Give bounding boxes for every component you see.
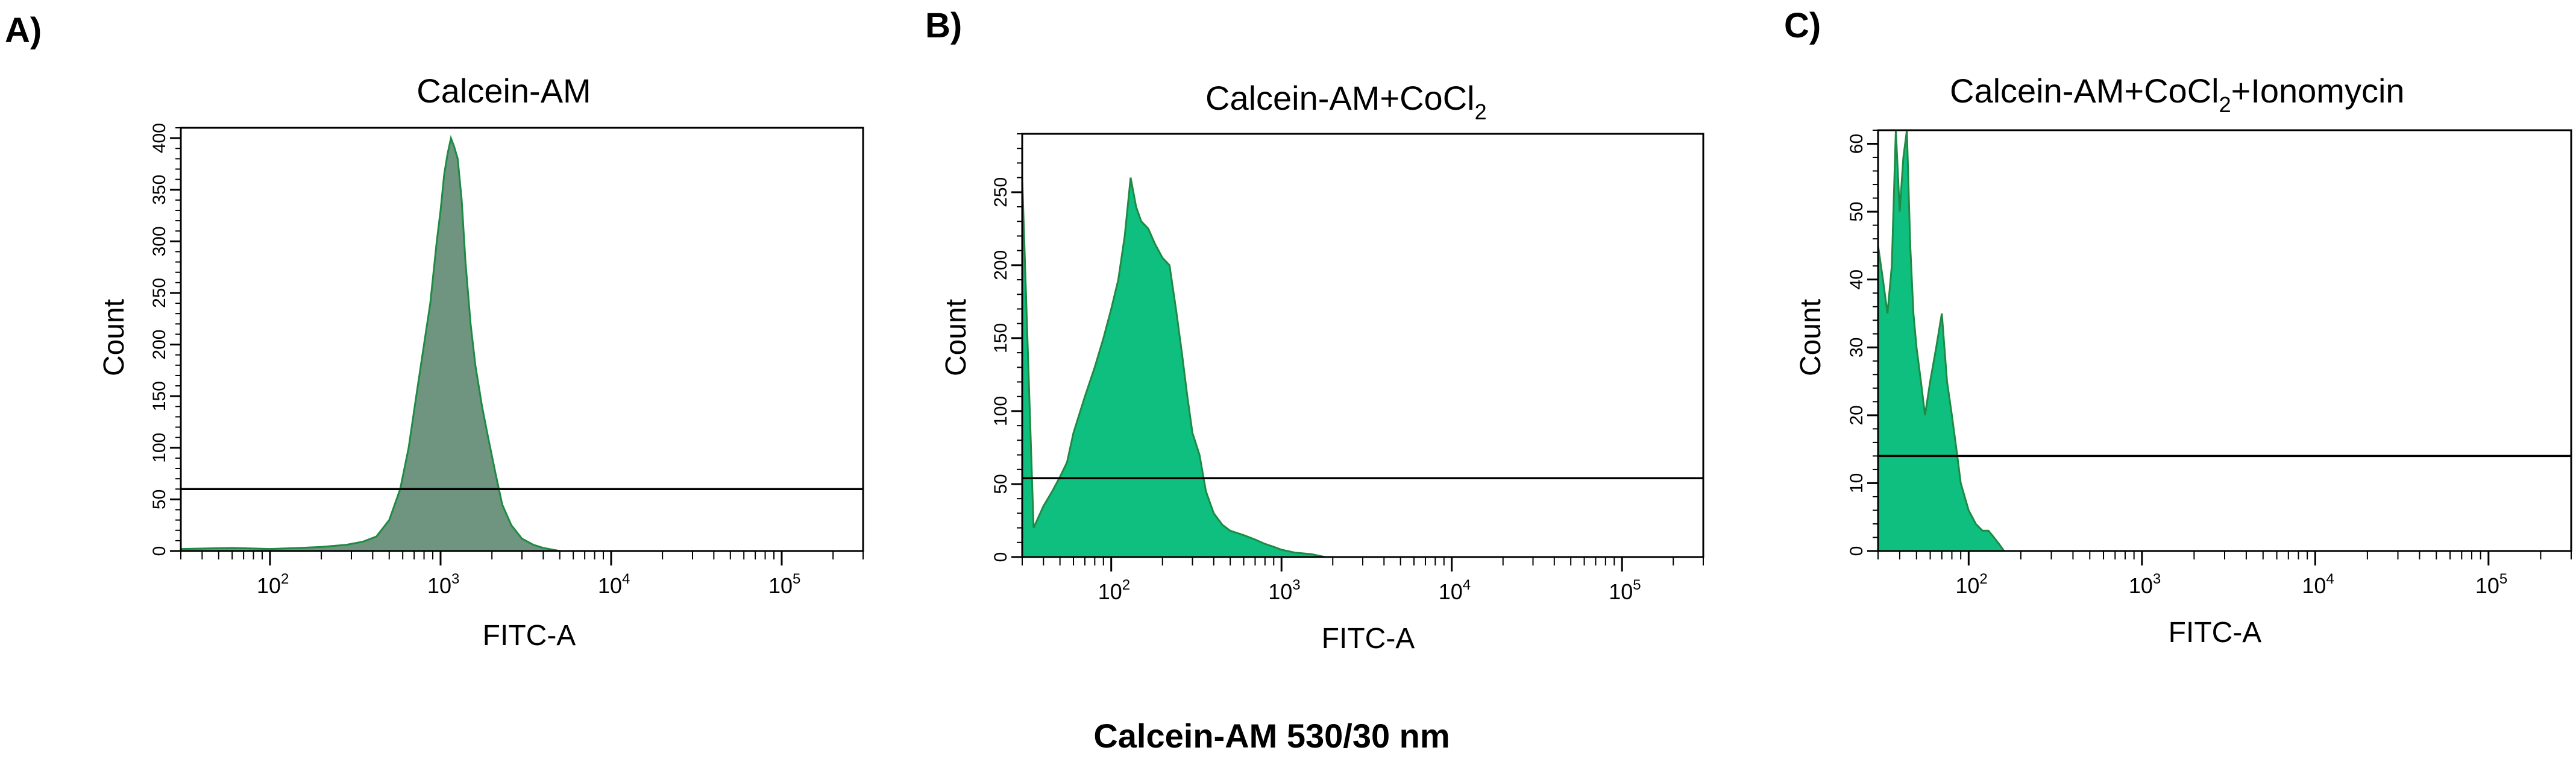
y-tick-label: 400	[149, 123, 169, 153]
x-tick-base: 10	[257, 573, 281, 598]
panel-b-label: B)	[925, 6, 962, 45]
panel-b-y-label: Count	[940, 299, 972, 376]
panel-a-title: Calcein-AM	[416, 72, 591, 110]
x-tick-label: 103	[1268, 577, 1300, 604]
panel-c-title-suffix: +Ionomycin	[2231, 72, 2405, 110]
x-tick-base: 10	[2475, 573, 2499, 598]
x-tick-base: 10	[427, 573, 451, 598]
x-tick-label: 104	[2302, 571, 2334, 598]
figure-caption: Calcein-AM 530/30 nm	[1093, 717, 1450, 755]
x-tick-base: 10	[768, 573, 793, 598]
x-tick-label: 104	[598, 571, 630, 598]
y-tick-label: 40	[1847, 269, 1867, 289]
panel-a-y-label: Count	[98, 299, 130, 376]
x-tick-label: 102	[1955, 571, 1987, 598]
x-tick-exponent: 5	[1633, 577, 1641, 593]
panel-c-y-label: Count	[1795, 299, 1827, 376]
x-tick-label: 105	[768, 571, 800, 598]
y-tick-label: 50	[1847, 201, 1867, 221]
y-tick-label: 250	[149, 278, 169, 308]
y-tick-label: 200	[991, 250, 1011, 280]
y-tick-label: 250	[991, 177, 1011, 207]
y-tick-label: 50	[991, 474, 1011, 494]
x-tick-label: 102	[1098, 577, 1130, 604]
x-tick-base: 10	[1955, 573, 1979, 598]
x-tick-exponent: 3	[451, 571, 459, 587]
y-tick-label: 100	[991, 396, 1011, 426]
x-tick-base: 10	[1268, 579, 1292, 604]
panel-c-label: C)	[1784, 6, 1821, 45]
y-tick-label: 30	[1847, 338, 1867, 357]
x-tick-exponent: 3	[2153, 571, 2161, 587]
panel-c-title-main: Calcein-AM+CoCl	[1950, 72, 2219, 110]
x-tick-label: 105	[1609, 577, 1641, 604]
y-tick-label: 50	[149, 490, 169, 509]
y-tick-label: 60	[1847, 134, 1867, 154]
x-tick-base: 10	[1439, 579, 1463, 604]
x-tick-exponent: 3	[1292, 577, 1300, 593]
y-tick-label: 20	[1847, 405, 1867, 425]
panel-a: A) Calcein-AM 0 50 100 150 200 250 300 350 400 10…	[5, 11, 864, 652]
y-tick-label: 0	[991, 552, 1011, 562]
x-tick-exponent: 5	[2499, 571, 2507, 587]
x-tick-base: 10	[2302, 573, 2326, 598]
panel-a-x-label: FITC-A	[483, 620, 576, 652]
x-tick-exponent: 4	[622, 571, 630, 587]
x-tick-label: 103	[2129, 571, 2161, 598]
x-tick-exponent: 4	[1463, 577, 1471, 593]
y-tick-label: 200	[149, 330, 169, 360]
x-tick-exponent: 5	[793, 571, 800, 587]
x-tick-exponent: 2	[1122, 577, 1130, 593]
x-tick-exponent: 2	[281, 571, 289, 587]
panel-b-title-subscript: 2	[1475, 99, 1487, 124]
x-tick-label: 105	[2475, 571, 2507, 598]
histogram-area	[1878, 130, 2005, 551]
panel-b-title: Calcein-AM+CoCl2	[1205, 79, 1487, 124]
panel-b-x-label: FITC-A	[1322, 623, 1415, 655]
x-tick-base: 10	[1609, 579, 1633, 604]
x-tick-label: 104	[1439, 577, 1471, 604]
y-tick-label: 150	[991, 323, 1011, 353]
x-tick-base: 10	[2129, 573, 2153, 598]
y-tick-label: 150	[149, 381, 169, 411]
histogram-area	[181, 134, 561, 551]
y-tick-label: 10	[1847, 473, 1867, 493]
panel-a-label: A)	[5, 11, 42, 50]
y-tick-label: 100	[149, 433, 169, 463]
y-tick-label: 300	[149, 226, 169, 256]
x-tick-label: 103	[427, 571, 459, 598]
panel-c: C) Calcein-AM+CoCl2+Ionomycin 0102030405…	[1784, 6, 2572, 649]
panel-c-title-subscript: 2	[2219, 92, 2231, 117]
y-tick-label: 350	[149, 175, 169, 205]
x-tick-base: 10	[1098, 579, 1122, 604]
y-tick-label: 0	[1847, 546, 1867, 556]
panel-c-x-label: FITC-A	[2169, 617, 2262, 649]
panel-c-title: Calcein-AM+CoCl2+Ionomycin	[1950, 72, 2405, 117]
y-tick-label: 0	[149, 546, 169, 556]
panel-b-title-main: Calcein-AM+CoCl	[1205, 79, 1475, 117]
plot-frame	[1877, 129, 2572, 552]
x-tick-exponent: 2	[1979, 571, 1987, 587]
plot-frame	[180, 127, 864, 552]
x-tick-label: 102	[257, 571, 289, 598]
x-tick-exponent: 4	[2326, 571, 2334, 587]
histogram-area	[1022, 177, 1325, 557]
x-tick-base: 10	[598, 573, 622, 598]
